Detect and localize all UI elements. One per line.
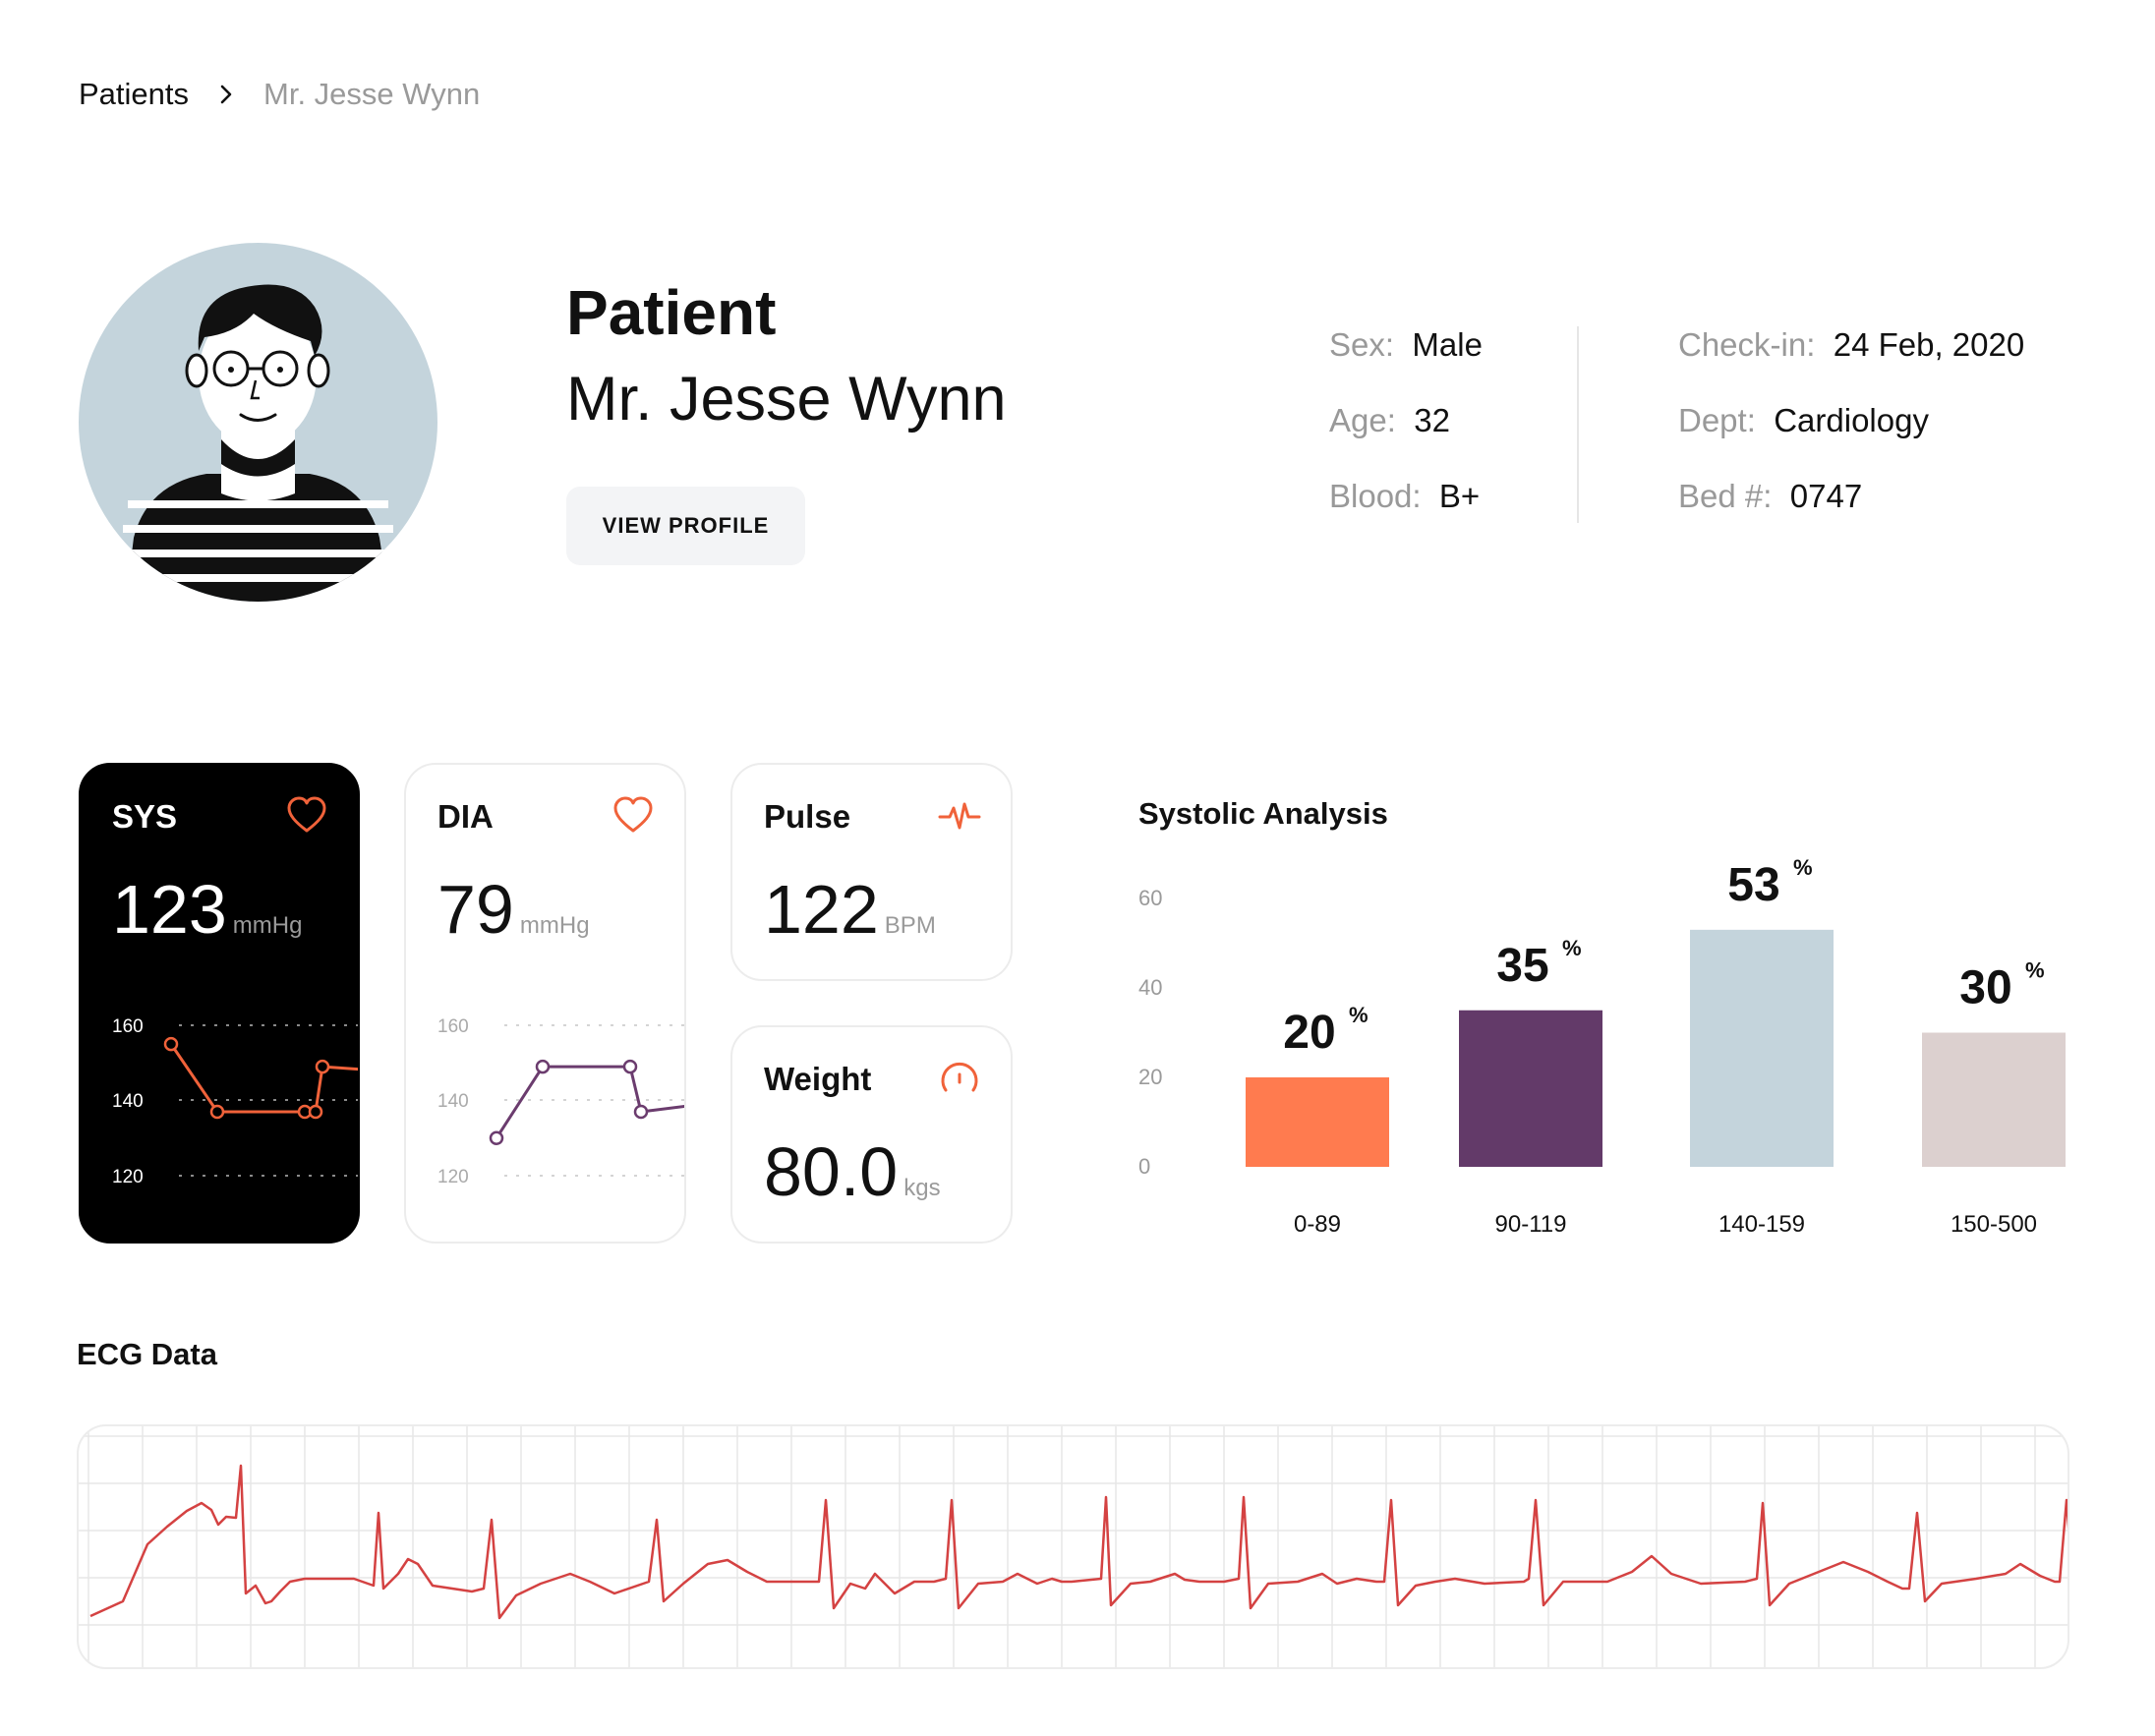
info-divider (1577, 326, 1579, 523)
info-bed-key: Bed #: (1678, 478, 1773, 514)
y-tick-20: 20 (1138, 1065, 1162, 1089)
info-age-key: Age: (1329, 402, 1396, 438)
chevron-right-icon (204, 73, 248, 116)
bar-value-unit: % (1349, 1003, 1369, 1027)
dia-trend-chart: 160 140 120 (437, 1016, 684, 1187)
bar-150-500 (1922, 1032, 2066, 1167)
tick-label-120: 120 (437, 1167, 469, 1187)
pulse-unit: BPM (884, 912, 936, 939)
pulse-icon (938, 802, 981, 830)
sys-title: SYS (112, 798, 178, 835)
tick-label-140: 140 (437, 1091, 469, 1112)
bar-value-label: 20 (1283, 1007, 1335, 1059)
pulse-card[interactable]: Pulse 122 BPM (730, 763, 1013, 981)
bar-90-119 (1459, 1010, 1602, 1167)
trend-line (495, 1065, 684, 1139)
info-sex-key: Sex: (1329, 326, 1395, 363)
info-dept-key: Dept: (1678, 402, 1756, 438)
sys-trend-chart: 160 140 120 (112, 1016, 358, 1187)
tick-label-160: 160 (437, 1016, 469, 1037)
breadcrumb-patients-link[interactable]: Patients (79, 77, 190, 111)
weight-value-row: 80.0 kgs (764, 1137, 941, 1206)
chart-title: Systolic Analysis (1138, 796, 1388, 831)
bar-140-159 (1690, 929, 1834, 1167)
sys-value: 123 (112, 871, 227, 948)
trend-point (489, 1130, 504, 1145)
info-age-value: 32 (1414, 402, 1450, 438)
pulse-title: Pulse (764, 798, 851, 835)
info-sex-value: Male (1412, 326, 1483, 363)
breadcrumb: Patients Mr. Jesse Wynn (79, 73, 480, 116)
tick-label-160: 160 (112, 1016, 144, 1037)
trend-line (169, 1043, 358, 1114)
dia-card[interactable]: DIA 79 mmHg 160 140 120 (404, 763, 686, 1244)
info-sex: Sex: Male (1329, 328, 1483, 361)
weight-unit: kgs (903, 1175, 941, 1201)
sys-unit: mmHg (232, 912, 303, 939)
breadcrumb-current: Mr. Jesse Wynn (263, 77, 481, 111)
sys-card[interactable]: SYS 123 mmHg 160 140 120 (79, 763, 360, 1244)
trend-point (315, 1059, 330, 1074)
trend-point (308, 1104, 323, 1120)
weight-title: Weight (764, 1061, 872, 1097)
ecg-trace (89, 1464, 2068, 1620)
dia-title: DIA (437, 798, 494, 835)
dia-unit: mmHg (519, 912, 590, 939)
info-dept-value: Cardiology (1774, 402, 1929, 438)
x-tick-label: 140-159 (1718, 1211, 1805, 1238)
info-bed-value: 0747 (1789, 478, 1863, 514)
systolic-bar-chart: 60 40 20 0 20 % 0-89 35 % 90-119 53 % 140-159 30 % 150-… (1138, 855, 2066, 1238)
y-tick-0: 0 (1138, 1154, 1150, 1179)
bar-value-label: 35 (1496, 940, 1548, 992)
trend-point (633, 1104, 649, 1120)
bar-value-unit: % (2025, 958, 2045, 983)
view-profile-button[interactable]: VIEW PROFILE (566, 487, 805, 565)
avatar (79, 243, 437, 602)
gauge-icon (941, 1062, 978, 1092)
x-tick-label: 90-119 (1495, 1211, 1567, 1238)
sys-value-row: 123 mmHg (112, 875, 302, 944)
bar-value-unit: % (1793, 855, 1813, 880)
ecg-title: ECG Data (77, 1337, 217, 1371)
bar-value-label: 30 (1959, 962, 2011, 1014)
bar-value-label: 53 (1727, 859, 1779, 911)
tick-label-120: 120 (112, 1167, 144, 1187)
pulse-value: 122 (764, 871, 879, 948)
weight-value: 80.0 (764, 1133, 899, 1210)
info-blood-value: B+ (1438, 478, 1481, 514)
heart-icon (613, 796, 653, 833)
trend-point (209, 1104, 225, 1120)
info-checkin-value: 24 Feb, 2020 (1833, 326, 2025, 363)
x-tick-label: 0-89 (1294, 1211, 1341, 1238)
bar-0-89 (1246, 1077, 1389, 1167)
ecg-panel (77, 1424, 2069, 1669)
trend-point (163, 1036, 179, 1052)
x-tick-label: 150-500 (1951, 1211, 2037, 1238)
info-age: Age: 32 (1329, 404, 1450, 436)
tick-label-140: 140 (112, 1091, 144, 1112)
info-dept: Dept: Cardiology (1678, 404, 1929, 436)
ecg-trace-chart (79, 1426, 2068, 1667)
weight-card[interactable]: Weight 80.0 kgs (730, 1025, 1013, 1244)
dia-value-row: 79 mmHg (437, 875, 590, 944)
info-blood: Blood: B+ (1329, 480, 1480, 512)
info-checkin-key: Check-in: (1678, 326, 1816, 363)
y-tick-40: 40 (1138, 975, 1162, 1000)
dia-value: 79 (437, 871, 514, 948)
patient-label: Patient (566, 277, 777, 348)
pulse-value-row: 122 BPM (764, 875, 936, 944)
info-checkin: Check-in: 24 Feb, 2020 (1678, 328, 2024, 361)
trend-point (622, 1059, 638, 1074)
info-blood-key: Blood: (1329, 478, 1422, 514)
bar-value-unit: % (1562, 936, 1582, 960)
patient-name: Mr. Jesse Wynn (566, 365, 1007, 434)
y-tick-60: 60 (1138, 886, 1162, 910)
heart-icon (287, 796, 326, 833)
info-bed: Bed #: 0747 (1678, 480, 1862, 512)
trend-point (535, 1059, 551, 1074)
